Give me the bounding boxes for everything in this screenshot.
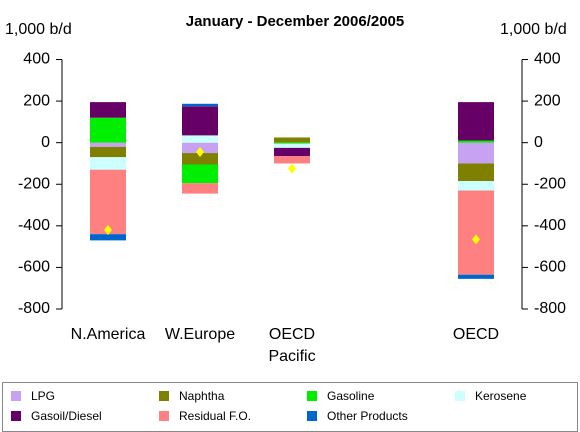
bar-segment <box>182 135 218 143</box>
bar-segment <box>90 169 126 235</box>
legend-swatch <box>11 391 21 401</box>
legend-item: Other Products <box>307 409 408 423</box>
legend-swatch <box>307 391 317 401</box>
y-tick-label: -800 <box>18 300 50 317</box>
y-axis-label: 1,000 b/d <box>5 21 72 38</box>
bar-segment <box>182 153 218 165</box>
legend-item: Naphtha <box>159 389 224 403</box>
y-tick-label: -400 <box>18 217 50 234</box>
y2-tick-label: 200 <box>534 92 561 109</box>
legend-item: Gasoline <box>307 389 374 403</box>
bar-segment <box>90 157 126 170</box>
legend-label: Kerosene <box>475 389 527 403</box>
legend: LPG Naphtha Gasoline Kerosene Gasoil/Diesel R… <box>2 382 578 432</box>
legend-item: LPG <box>11 389 55 403</box>
legend-label: Naphtha <box>179 389 225 403</box>
total-marker <box>196 147 204 158</box>
x-tick-label: N.America <box>70 326 146 343</box>
bar-segment <box>458 163 494 182</box>
total-marker <box>288 163 296 174</box>
bar-segment <box>274 143 310 148</box>
bar-segment <box>90 102 126 118</box>
legend-label: Residual F.O. <box>179 409 252 423</box>
bar-segment <box>458 190 494 275</box>
bar-segment <box>90 234 126 241</box>
bar-segment <box>182 103 218 107</box>
total-marker <box>104 224 112 235</box>
legend-swatch <box>307 411 317 421</box>
x-tick-label: W.Europe <box>164 326 236 343</box>
bar-segment <box>90 146 126 158</box>
bar-segment <box>182 183 218 194</box>
total-marker <box>472 234 480 245</box>
legend-item: Residual F.O. <box>159 409 251 423</box>
bar-segment <box>274 137 310 143</box>
bar-segment <box>458 142 494 164</box>
legend-label: Other Products <box>327 409 408 423</box>
y-tick-label: -200 <box>18 175 50 192</box>
y2-tick-label: -400 <box>534 217 566 234</box>
y-tick-label: 0 <box>41 134 50 151</box>
bar-segment <box>274 156 310 164</box>
y2-tick-label: -600 <box>534 259 566 276</box>
plot: January - December 2006/2005 1,000 b/d 1… <box>5 13 567 317</box>
legend-swatch <box>11 411 21 421</box>
chart-title: January - December 2006/2005 <box>186 13 404 30</box>
bar-segment <box>458 102 494 141</box>
bar-segment <box>182 164 218 184</box>
bar-segment <box>182 106 218 136</box>
legend-swatch <box>455 391 465 401</box>
y2-tick-label: -800 <box>534 300 566 317</box>
bar-segment <box>90 142 126 147</box>
legend-label: Gasoil/Diesel <box>31 409 102 423</box>
legend-swatch <box>159 391 169 401</box>
bar-segment <box>274 142 310 144</box>
y2-tick-label: -200 <box>534 175 566 192</box>
legend-item: Gasoil/Diesel <box>11 409 102 423</box>
legend-label: Gasoline <box>327 389 375 403</box>
bar-segment <box>458 274 494 279</box>
bar-segment <box>274 147 310 157</box>
x-tick-label: OECD <box>452 326 500 343</box>
y-tick-label: 400 <box>23 51 50 68</box>
legend-label: LPG <box>31 389 56 403</box>
y2-axis-label: 1,000 b/d <box>500 21 567 38</box>
y2-tick-label: 400 <box>534 51 561 68</box>
bar-segment <box>458 181 494 191</box>
y2-tick-label: 0 <box>534 134 543 151</box>
bar-segment <box>90 117 126 143</box>
y-tick-label: 200 <box>23 92 50 109</box>
y-tick-label: -600 <box>18 259 50 276</box>
legend-swatch <box>159 411 169 421</box>
bar-segment <box>458 140 494 143</box>
x-tick-label: OECD Pacific <box>268 326 316 365</box>
legend-item: Kerosene <box>455 389 526 403</box>
